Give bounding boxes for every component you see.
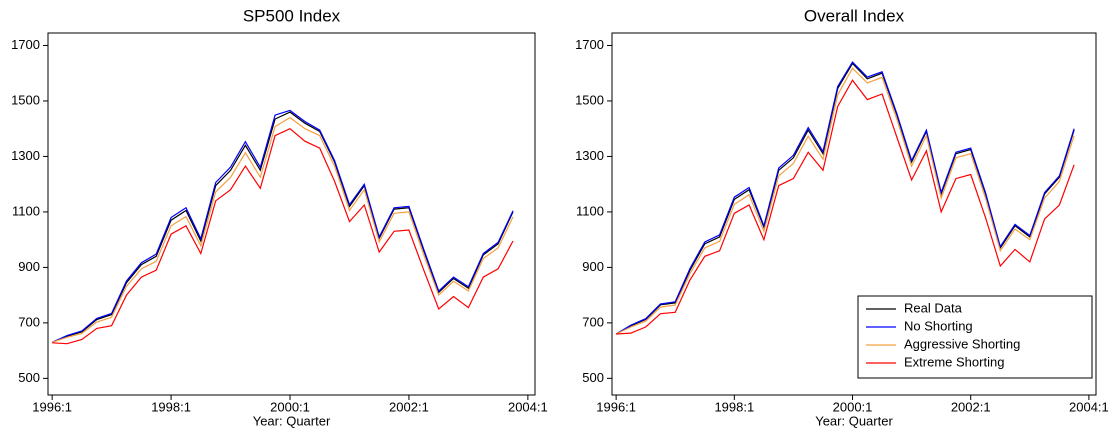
- series-line: [615, 67, 1075, 335]
- legend-box: [857, 295, 1093, 379]
- legend-label: Real Data: [904, 300, 963, 315]
- series-line: [52, 127, 514, 345]
- legend-label: Extreme Shorting: [904, 354, 1004, 369]
- x-tick-label: 1998:1: [151, 399, 191, 414]
- chart-title: SP500 Index: [243, 6, 341, 25]
- y-tick-label: 1500: [11, 92, 40, 107]
- legend-label: No Shorting: [904, 318, 973, 333]
- x-tick-label: 1996:1: [32, 399, 72, 414]
- x-tick-label: 2000:1: [833, 399, 873, 414]
- y-tick-label: 1700: [11, 37, 40, 52]
- series-line: [616, 79, 1075, 335]
- y-tick-label: 1700: [575, 37, 604, 52]
- x-tick-label: 1998:1: [714, 399, 754, 414]
- series-line: [615, 61, 1075, 335]
- series-line: [615, 62, 1075, 335]
- y-tick-label: 500: [18, 370, 40, 385]
- x-axis-label: Year: Quarter: [815, 413, 893, 428]
- x-tick-label: 2002:1: [389, 399, 429, 414]
- y-tick-label: 1300: [11, 148, 40, 163]
- series-line: [51, 109, 514, 343]
- y-tick-label: 1100: [576, 203, 604, 218]
- y-tick-label: 900: [582, 259, 604, 274]
- y-tick-label: 1300: [575, 148, 604, 163]
- y-tick-label: 500: [582, 370, 604, 385]
- x-axis-label: Year: Quarter: [253, 413, 331, 428]
- x-tick-label: 2000:1: [270, 399, 310, 414]
- plot-frame: [611, 32, 1097, 396]
- plot-frame: [47, 32, 536, 396]
- y-tick-label: 700: [582, 314, 604, 329]
- series-line: [51, 111, 514, 343]
- y-tick-label: 900: [18, 259, 40, 274]
- x-tick-label: 2002:1: [951, 399, 991, 414]
- chart-title: Overall Index: [804, 6, 905, 25]
- x-tick-label: 2004:1: [1069, 399, 1109, 414]
- x-tick-label: 2004:1: [508, 399, 548, 414]
- legend-label: Aggressive Shorting: [904, 336, 1020, 351]
- series-line: [52, 116, 514, 343]
- x-tick-label: 1996:1: [596, 399, 636, 414]
- y-tick-label: 700: [18, 314, 40, 329]
- y-tick-label: 1100: [12, 203, 40, 218]
- y-tick-label: 1500: [575, 92, 604, 107]
